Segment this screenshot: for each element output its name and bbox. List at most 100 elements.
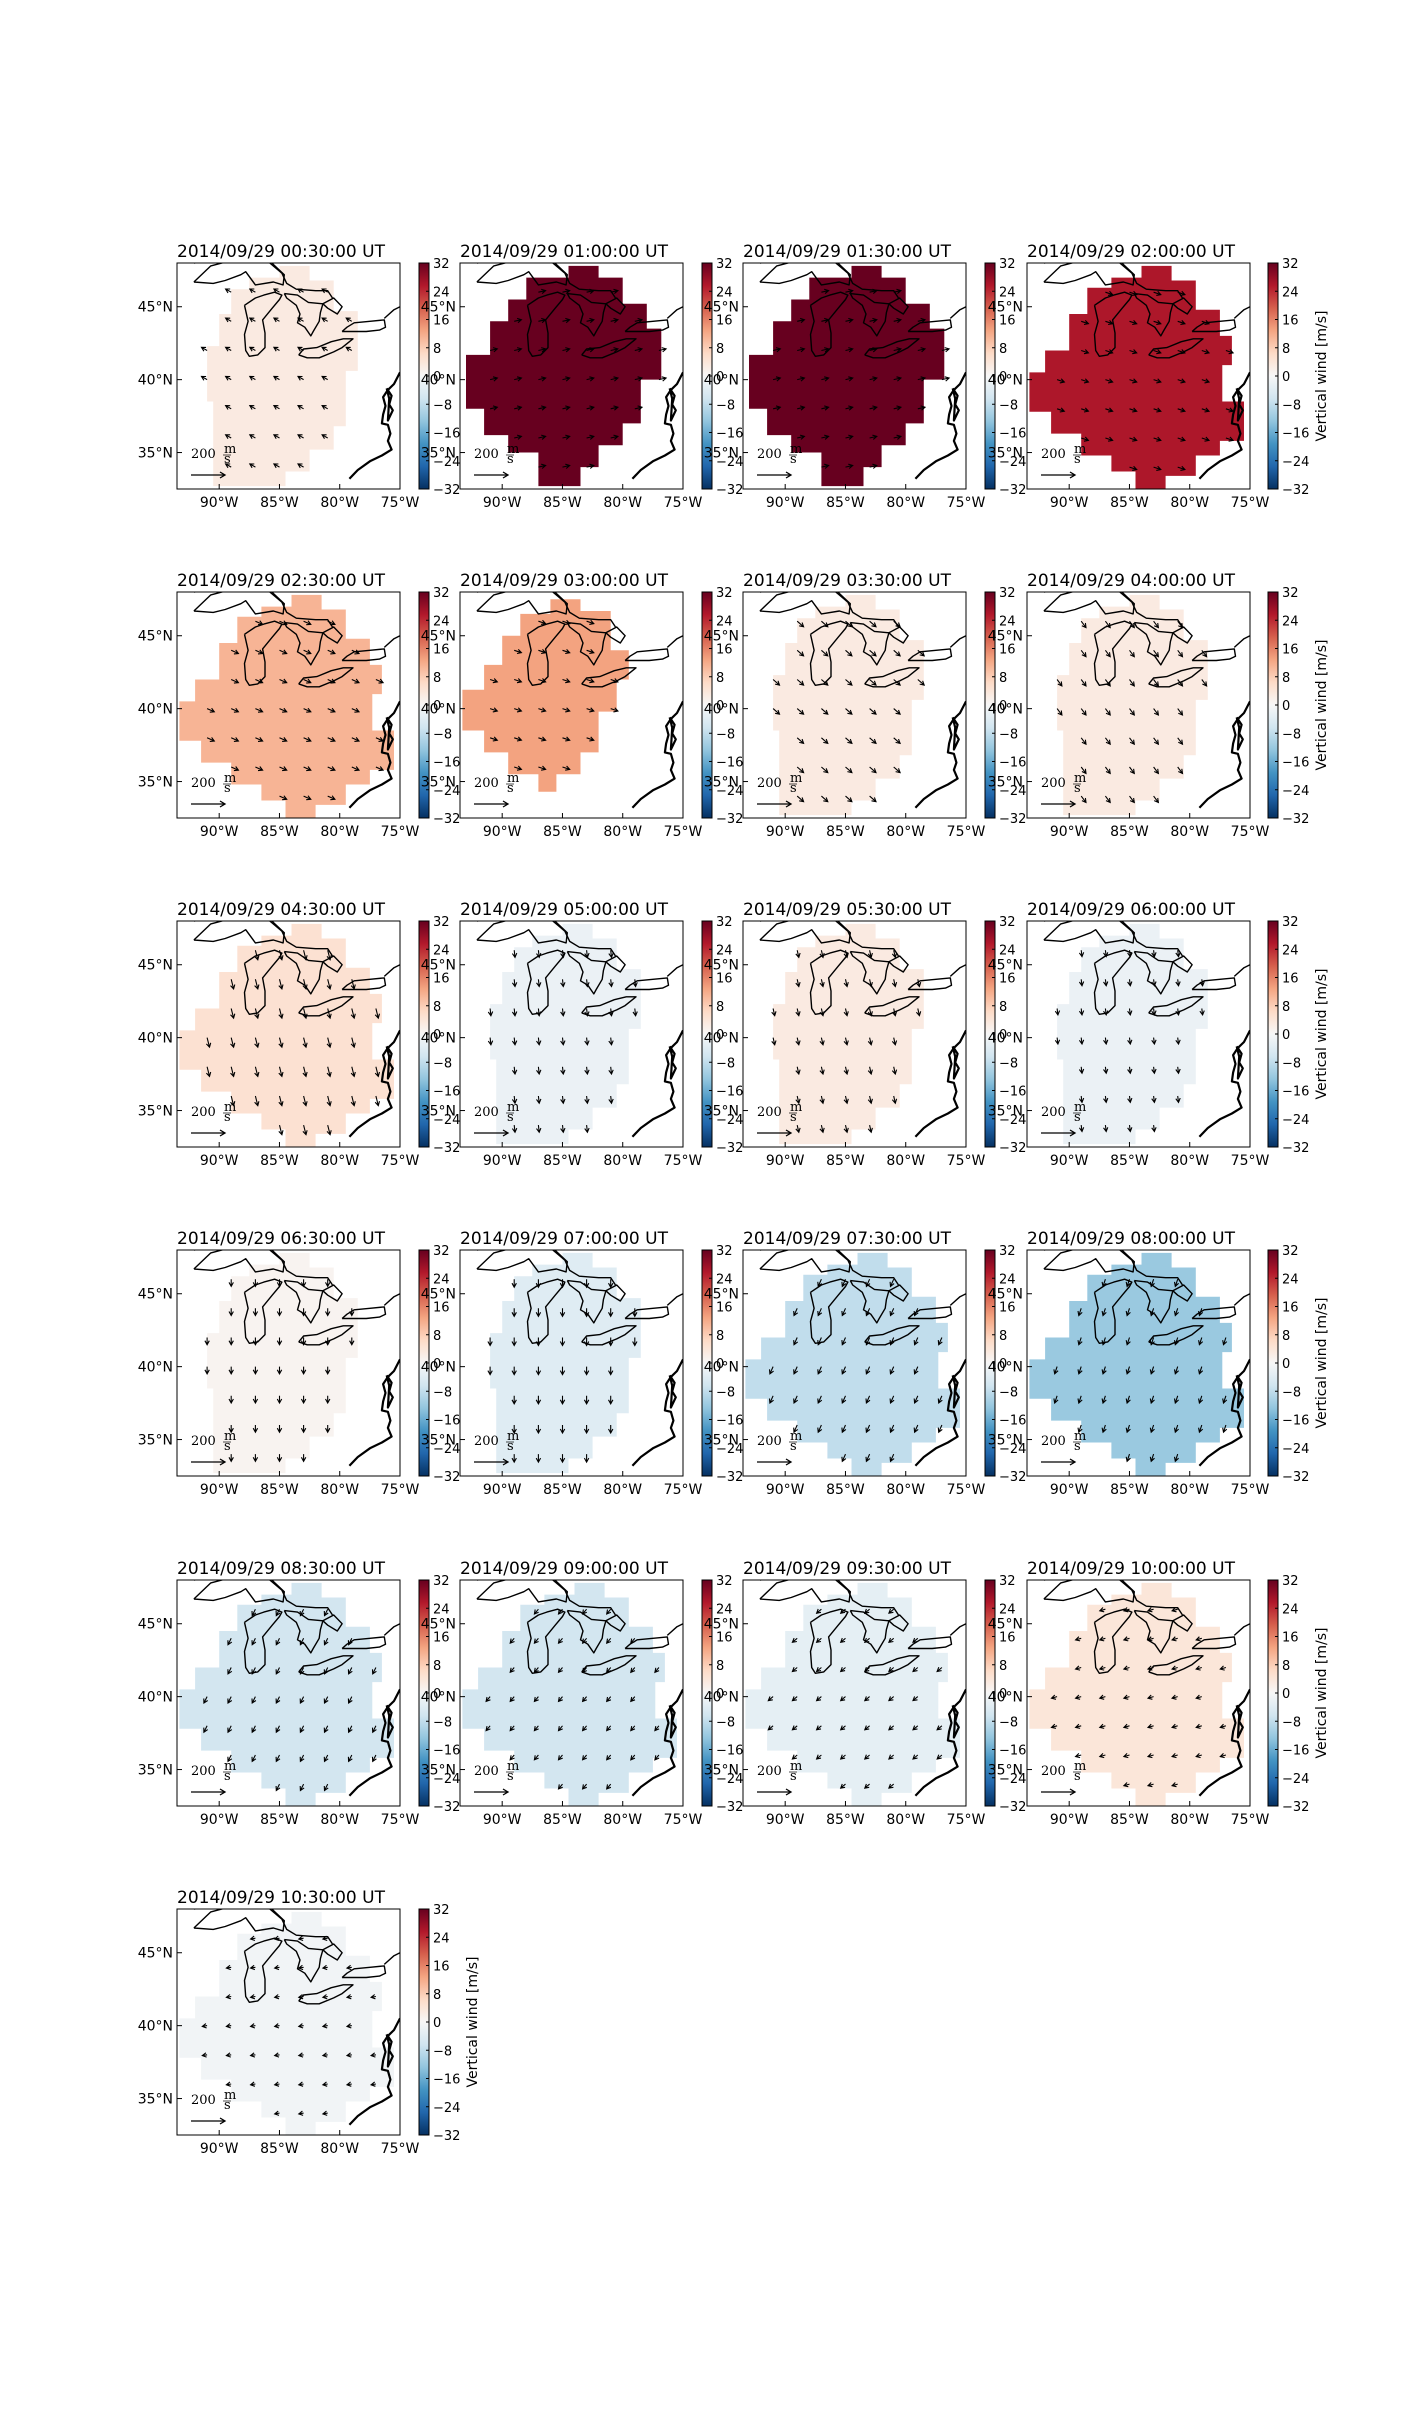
wind-arrow [347, 1667, 353, 1675]
wind-arrow [272, 375, 280, 381]
wind-arrow [536, 979, 542, 988]
colorbar-tick-label: 24 [716, 1272, 733, 1287]
x-tick-label: 90°W [483, 1812, 522, 1828]
coastline-erie [864, 1655, 920, 1676]
map-frame [742, 920, 967, 1148]
scale-arrow-label: 200 [757, 1105, 782, 1120]
coastline-east [1198, 371, 1250, 480]
colorbar-tick-label: −8 [1282, 1715, 1301, 1730]
wind-arrow [1177, 320, 1186, 326]
coastline-ontario [1191, 1636, 1237, 1650]
wind-arrow [1195, 1636, 1202, 1642]
wind-arrow [1104, 679, 1111, 687]
coastline-canada [193, 263, 334, 299]
wind-arrow [821, 288, 830, 295]
y-tick-label: 45°N [988, 629, 1023, 645]
coastline-east [914, 1688, 966, 1797]
wind-arrow [297, 463, 304, 469]
x-tick-label: 75°W [381, 2141, 420, 2157]
wind-arrow [867, 1008, 873, 1017]
coastline-chesapeake [668, 387, 677, 422]
map-area [1029, 1250, 1250, 1476]
y-tick-label: 35°N [704, 775, 739, 791]
wind-arrow [272, 288, 280, 294]
wind-arrow [913, 1366, 919, 1375]
x-tick-label: 90°W [200, 495, 239, 511]
wind-arrow [303, 737, 312, 742]
coastline-canada [193, 1250, 334, 1286]
x-tick-label: 90°W [1050, 495, 1089, 511]
scale-arrow-label: 200 [191, 1764, 216, 1779]
coastline-chesapeake [668, 716, 677, 751]
scale-unit-denominator: s [224, 1439, 231, 1454]
wind-arrow [375, 766, 385, 772]
wind-arrow [586, 678, 595, 684]
wind-arrow [557, 1783, 563, 1790]
wind-arrow [1177, 620, 1184, 629]
y-tick-label: 45°N [138, 958, 173, 974]
map-frame [459, 1249, 684, 1477]
wind-arrow [327, 737, 336, 742]
wind-arrow [559, 1279, 566, 1289]
wind-arrow [275, 1667, 281, 1675]
wind-arrow [538, 317, 547, 324]
wind-arrow [1151, 1125, 1157, 1133]
wind-arrow [321, 434, 328, 439]
wind-arrow [1074, 1753, 1082, 1759]
wind-arrow [489, 376, 499, 382]
wind-arrow [817, 1308, 823, 1317]
wind-arrow [1125, 1424, 1131, 1434]
wind-arrow [230, 1066, 236, 1078]
y-tick-label: 40°N [704, 1360, 739, 1376]
wind-arrow [891, 1066, 898, 1076]
x-tick-label: 75°W [947, 495, 986, 511]
colorbar-tick-label: −8 [433, 398, 452, 413]
coastline-georgian [1172, 626, 1193, 644]
wind-arrow [203, 1725, 209, 1734]
wind-arrow [1098, 1694, 1106, 1700]
x-tick-label: 85°W [543, 1482, 582, 1498]
scale-unit-numerator: m [224, 1429, 236, 1444]
wind-arrow [1177, 290, 1186, 296]
coastline-canada [1043, 592, 1184, 628]
wind-arrow [581, 1725, 588, 1732]
scale-arrow [191, 1458, 227, 1466]
wind-arrow [581, 1696, 588, 1703]
wind-arrow [772, 679, 781, 686]
wind-arrow [489, 707, 499, 713]
wind-arrow [1081, 320, 1090, 326]
scale-arrow-label: 200 [474, 1105, 499, 1120]
colorbar-tick-label: 32 [999, 915, 1016, 930]
scale-arrow [191, 1788, 227, 1796]
wind-arrow [279, 620, 288, 626]
coastline-stlawrence [1233, 1622, 1250, 1636]
coastline-erie [581, 996, 637, 1017]
wind-arrow [791, 1666, 798, 1673]
wind-arrow [228, 1337, 234, 1346]
scale-unit-denominator: s [507, 1769, 514, 1784]
scale-arrow [474, 800, 510, 808]
y-tick-label: 45°N [138, 1617, 173, 1633]
vertical-wind-region [1057, 594, 1208, 816]
coastline-huron [1133, 950, 1174, 995]
wind-arrow [514, 678, 523, 684]
wind-arrow [1081, 436, 1090, 442]
scale-arrow-label: 200 [191, 776, 216, 791]
wind-arrow [634, 376, 644, 382]
wind-arrow [272, 346, 280, 352]
wind-arrow [796, 737, 805, 745]
scale-arrow [191, 471, 227, 479]
wind-arrow [912, 1667, 919, 1673]
wind-arrow [768, 1366, 774, 1375]
wind-arrow [795, 979, 801, 988]
coastline-michigan [243, 620, 283, 686]
wind-arrow [562, 736, 571, 742]
wind-arrow [815, 1754, 822, 1760]
wind-arrow [249, 1935, 256, 1942]
map-area [179, 921, 400, 1147]
colorbar-tick-label: −24 [433, 1442, 460, 1457]
wind-arrow [273, 1964, 280, 1971]
coastline-huron [1133, 1279, 1174, 1324]
